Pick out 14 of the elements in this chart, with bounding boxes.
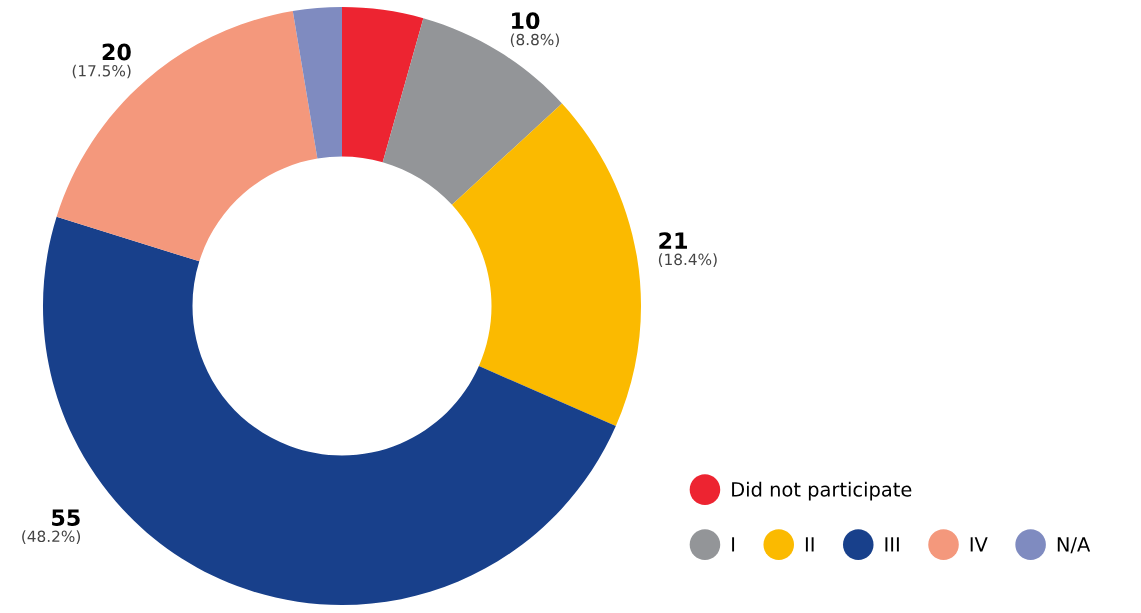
donut-slice <box>292 6 342 159</box>
data-label: 10 (8.8%) <box>510 12 559 48</box>
legend-label: I <box>732 537 735 552</box>
legend-label: II <box>805 537 814 552</box>
legend-label: Did not participate <box>732 481 912 501</box>
donut-slice <box>56 11 318 262</box>
data-label: 55 (48.2%) <box>22 509 81 544</box>
donut-slice <box>342 6 424 163</box>
legend-label: N/A <box>1057 537 1091 554</box>
donut-slice <box>452 103 641 427</box>
legend-label: III <box>885 537 899 552</box>
legend-label: IV <box>970 537 988 552</box>
data-label: 20 (17.5%) <box>72 43 131 79</box>
data-label: 21 (18.4%) <box>658 232 717 267</box>
